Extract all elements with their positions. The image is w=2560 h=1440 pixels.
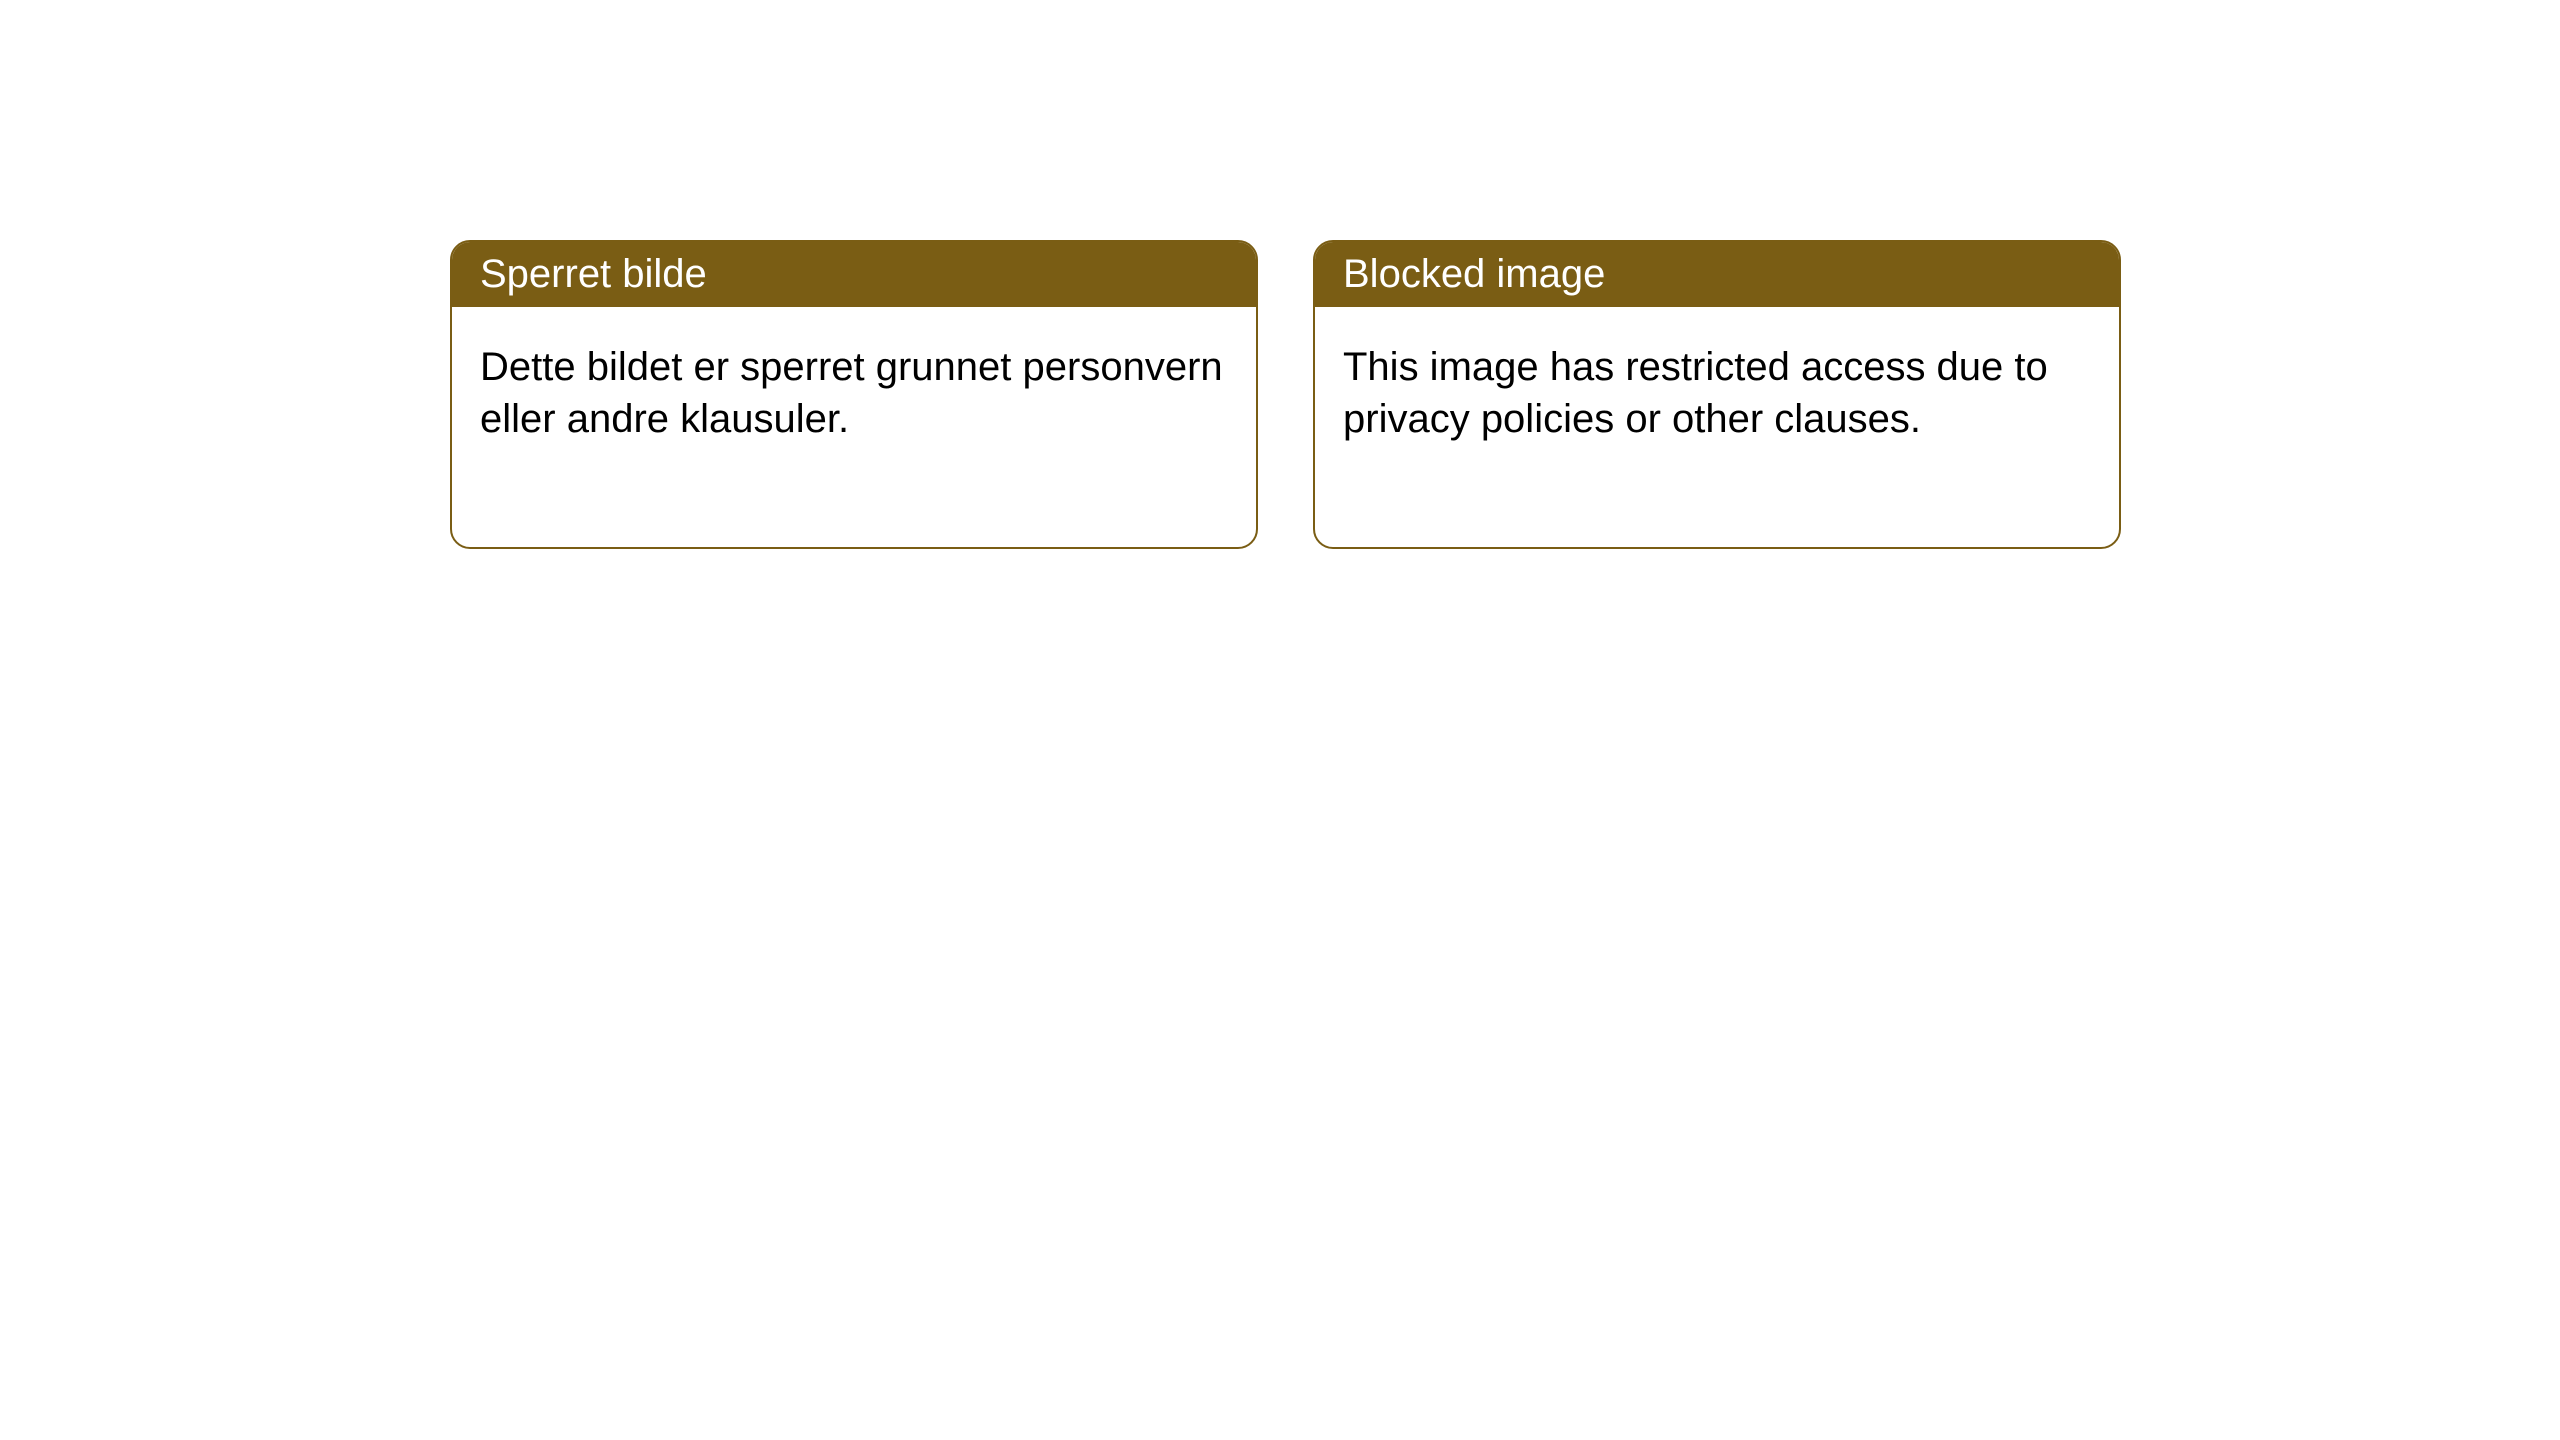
notice-cards-container: Sperret bilde Dette bildet er sperret gr… xyxy=(0,0,2560,549)
card-header: Sperret bilde xyxy=(452,242,1256,307)
notice-card-english: Blocked image This image has restricted … xyxy=(1313,240,2121,549)
card-body-text: Dette bildet er sperret grunnet personve… xyxy=(480,345,1223,441)
card-title: Blocked image xyxy=(1343,252,1605,296)
card-body: This image has restricted access due to … xyxy=(1315,307,2119,547)
card-body-text: This image has restricted access due to … xyxy=(1343,345,2048,441)
card-title: Sperret bilde xyxy=(480,252,707,296)
notice-card-norwegian: Sperret bilde Dette bildet er sperret gr… xyxy=(450,240,1258,549)
card-body: Dette bildet er sperret grunnet personve… xyxy=(452,307,1256,547)
card-header: Blocked image xyxy=(1315,242,2119,307)
